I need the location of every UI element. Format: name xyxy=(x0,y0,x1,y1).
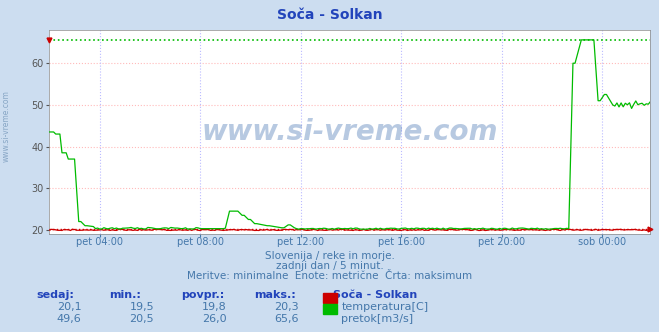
Text: Meritve: minimalne  Enote: metrične  Črta: maksimum: Meritve: minimalne Enote: metrične Črta:… xyxy=(187,271,472,281)
Text: pet 12:00: pet 12:00 xyxy=(277,237,324,247)
Text: pet 16:00: pet 16:00 xyxy=(378,237,425,247)
Text: sob 00:00: sob 00:00 xyxy=(578,237,626,247)
Text: 20,1: 20,1 xyxy=(57,302,82,312)
Text: 49,6: 49,6 xyxy=(57,314,82,324)
Text: 26,0: 26,0 xyxy=(202,314,227,324)
Text: 65,6: 65,6 xyxy=(274,314,299,324)
Text: maks.:: maks.: xyxy=(254,290,295,300)
Text: povpr.:: povpr.: xyxy=(181,290,225,300)
Text: pet 20:00: pet 20:00 xyxy=(478,237,525,247)
Text: pretok[m3/s]: pretok[m3/s] xyxy=(341,314,413,324)
Text: sedaj:: sedaj: xyxy=(36,290,74,300)
Text: temperatura[C]: temperatura[C] xyxy=(341,302,428,312)
Text: www.si-vreme.com: www.si-vreme.com xyxy=(202,118,498,146)
Text: Soča - Solkan: Soča - Solkan xyxy=(333,290,417,300)
Text: zadnji dan / 5 minut.: zadnji dan / 5 minut. xyxy=(275,261,384,271)
Text: www.si-vreme.com: www.si-vreme.com xyxy=(2,90,11,162)
Text: 20,3: 20,3 xyxy=(274,302,299,312)
Text: 20,5: 20,5 xyxy=(129,314,154,324)
Text: pet 08:00: pet 08:00 xyxy=(177,237,223,247)
Text: min.:: min.: xyxy=(109,290,140,300)
Text: 19,5: 19,5 xyxy=(129,302,154,312)
Text: pet 04:00: pet 04:00 xyxy=(76,237,123,247)
Text: Slovenija / reke in morje.: Slovenija / reke in morje. xyxy=(264,251,395,261)
Text: Soča - Solkan: Soča - Solkan xyxy=(277,8,382,22)
Text: 19,8: 19,8 xyxy=(202,302,227,312)
